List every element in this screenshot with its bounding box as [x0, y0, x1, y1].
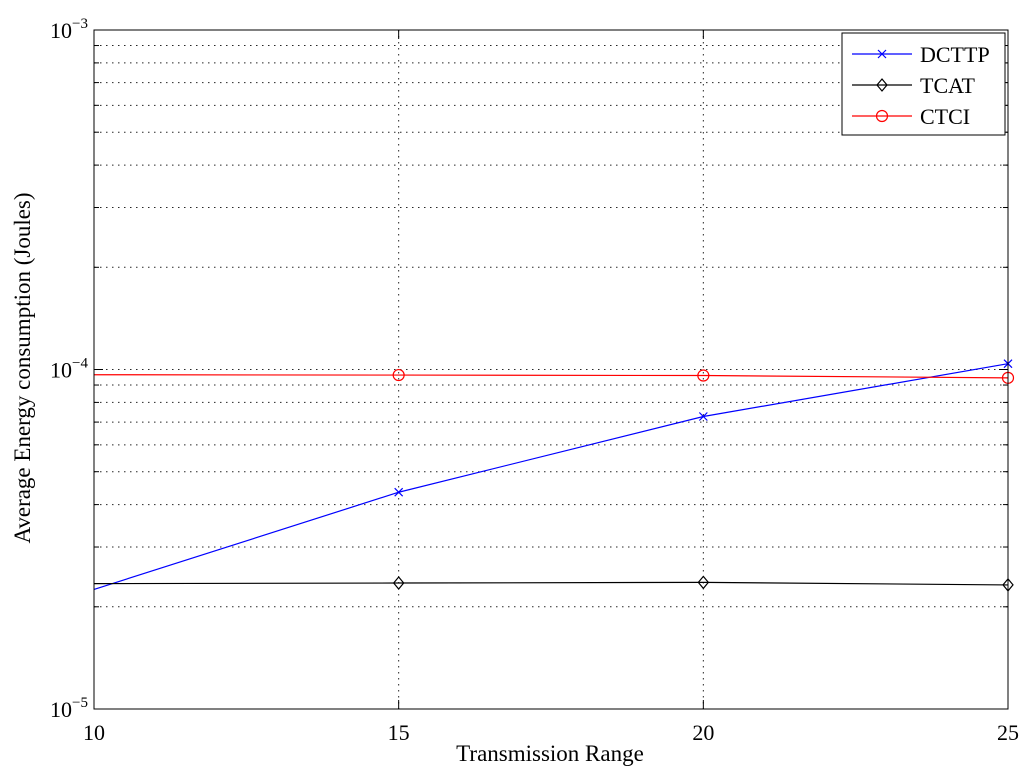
legend-label-tcat: TCAT	[920, 73, 976, 98]
series-line-ctci	[93, 374, 1009, 379]
series-line-dcttp	[93, 363, 1009, 591]
y-tick-label: 10−4	[50, 356, 88, 383]
diamond-marker	[392, 576, 405, 590]
x-tick-label: 10	[83, 720, 105, 745]
legend-label-dcttp: DCTTP	[920, 42, 990, 67]
y-tick-label: 10−5	[50, 695, 88, 722]
diamond-marker	[876, 78, 888, 92]
y-axis-label: Average Energy consumption (Joules)	[10, 192, 35, 543]
circle-marker	[875, 109, 889, 123]
series-ctci	[93, 368, 1015, 384]
series-line-tcat	[93, 581, 1009, 586]
x-marker	[877, 49, 887, 59]
tick-labels: 10 15 20 25 10−5 10−4 10−3	[50, 16, 1019, 745]
x-tick-label: 20	[692, 720, 714, 745]
tick-marks	[93, 30, 1009, 710]
legend-item-tcat: TCAT	[852, 73, 976, 98]
x-tick-label: 15	[388, 720, 410, 745]
legend-item-ctci: CTCI	[852, 104, 970, 129]
series-dcttp	[93, 359, 1013, 591]
grid-lines	[94, 30, 1008, 709]
x-marker-stroke	[877, 49, 887, 59]
series-tcat	[93, 575, 1014, 592]
series-group	[93, 359, 1015, 592]
x-marker-stroke	[394, 487, 404, 497]
legend-item-dcttp: DCTTP	[852, 42, 990, 67]
x-tick-label: 25	[997, 720, 1019, 745]
circle-marker	[697, 369, 710, 382]
x-marker	[698, 412, 708, 421]
y-tick-label: 10−3	[50, 16, 88, 43]
diamond-marker	[697, 575, 710, 590]
legend-label-ctci: CTCI	[920, 104, 970, 129]
x-axis-label: Transmission Range	[456, 741, 644, 766]
legend-box	[841, 32, 1006, 136]
x-marker	[394, 487, 404, 497]
x-marker-stroke	[698, 412, 708, 421]
legend: DCTTP TCAT CTCI	[841, 32, 1006, 136]
circle-marker	[392, 368, 405, 382]
